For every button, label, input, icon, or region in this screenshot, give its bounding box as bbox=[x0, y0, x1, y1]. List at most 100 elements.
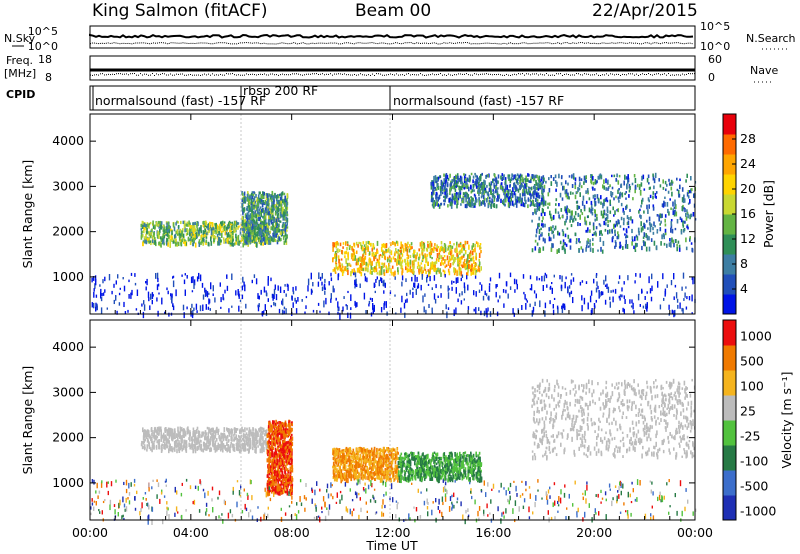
noise-cell bbox=[265, 292, 268, 296]
echo-cell bbox=[477, 189, 480, 193]
echo-cell bbox=[456, 173, 459, 176]
echo-cell bbox=[532, 212, 534, 216]
echo-cell bbox=[480, 195, 483, 199]
nave-point bbox=[632, 73, 633, 75]
echo-cell bbox=[250, 226, 253, 230]
echo-cell bbox=[261, 208, 263, 213]
echo-cell bbox=[458, 243, 460, 248]
nave-point bbox=[646, 74, 647, 76]
echo-cell bbox=[430, 251, 432, 256]
echo-cell bbox=[550, 226, 553, 231]
echo-cell bbox=[224, 434, 226, 439]
echo-cell bbox=[388, 254, 391, 260]
echo-cell bbox=[246, 208, 248, 211]
echo-cell bbox=[242, 192, 244, 196]
echo-cell bbox=[521, 174, 523, 178]
echo-cell bbox=[662, 186, 665, 190]
echo-cell bbox=[549, 213, 552, 219]
noise-cell bbox=[614, 288, 617, 294]
echo-cell bbox=[281, 199, 284, 204]
noise-cell bbox=[473, 308, 475, 312]
freq-unit: [MHz] bbox=[4, 67, 36, 80]
echo-cell bbox=[444, 195, 447, 200]
echo-cell bbox=[443, 189, 445, 192]
nave-point bbox=[658, 73, 659, 75]
echo-cell bbox=[662, 179, 664, 184]
echo-cell bbox=[279, 208, 281, 212]
echo-cell bbox=[242, 433, 245, 439]
echo-cell bbox=[514, 193, 517, 197]
echo-cell bbox=[514, 202, 517, 205]
echo-cell bbox=[380, 247, 383, 252]
noise-cell bbox=[526, 300, 528, 303]
echo-cell bbox=[496, 198, 498, 202]
echo-cell bbox=[456, 270, 458, 276]
echo-cell bbox=[668, 211, 670, 216]
nave-point bbox=[444, 74, 445, 76]
echo-cell bbox=[475, 197, 477, 201]
nave-point bbox=[512, 74, 513, 76]
echo-cell bbox=[519, 193, 521, 196]
echo-cell bbox=[248, 432, 251, 438]
power-colorbar-tick-label: 12 bbox=[740, 231, 756, 246]
echo-cell bbox=[391, 265, 394, 269]
echo-cell bbox=[541, 193, 544, 196]
noise-cell bbox=[374, 290, 376, 294]
echo-cell bbox=[549, 210, 551, 216]
echo-cell bbox=[276, 195, 278, 200]
echo-cell bbox=[264, 240, 266, 245]
echo-cell bbox=[411, 260, 414, 265]
noise-cell bbox=[435, 284, 437, 289]
noise-cell bbox=[272, 293, 274, 301]
echo-cell bbox=[273, 235, 275, 238]
nave-point bbox=[514, 73, 515, 75]
echo-cell bbox=[463, 173, 465, 176]
noise-cell bbox=[619, 297, 621, 301]
echo-cell bbox=[393, 241, 396, 245]
noise-cell bbox=[551, 282, 553, 285]
echo-cell bbox=[207, 441, 210, 445]
echo-cell bbox=[686, 192, 689, 197]
echo-cell bbox=[261, 231, 264, 235]
echo-cell bbox=[592, 194, 595, 199]
echo-cell bbox=[362, 254, 364, 258]
echo-cell bbox=[675, 239, 677, 243]
echo-cell bbox=[527, 198, 530, 202]
echo-cell bbox=[687, 226, 689, 230]
echo-cell bbox=[209, 222, 212, 225]
nave-point bbox=[418, 74, 419, 76]
echo-cell bbox=[461, 247, 463, 252]
echo-cell bbox=[621, 192, 624, 198]
nave-point bbox=[124, 73, 125, 75]
echo-cell bbox=[194, 221, 196, 226]
echo-cell bbox=[479, 175, 481, 179]
echo-cell bbox=[689, 236, 691, 240]
echo-cell bbox=[332, 269, 335, 272]
noise-cell bbox=[319, 310, 321, 313]
echo-cell bbox=[481, 185, 483, 191]
noise-cell bbox=[448, 287, 450, 291]
nave-point bbox=[160, 73, 161, 75]
echo-cell bbox=[367, 247, 369, 252]
echo-cell bbox=[457, 181, 459, 184]
echo-cell bbox=[543, 184, 546, 189]
echo-cell bbox=[260, 231, 262, 236]
echo-cell bbox=[249, 227, 252, 233]
echo-cell bbox=[229, 226, 232, 231]
echo-cell bbox=[189, 238, 191, 242]
echo-cell bbox=[255, 238, 257, 242]
echo-cell bbox=[506, 184, 509, 190]
echo-cell bbox=[284, 228, 287, 232]
noise-cell bbox=[238, 293, 240, 299]
echo-cell bbox=[412, 265, 415, 271]
nave-point bbox=[598, 74, 599, 76]
echo-cell bbox=[548, 227, 550, 232]
echo-cell bbox=[667, 208, 669, 214]
echo-cell bbox=[239, 436, 242, 442]
noise-cell bbox=[193, 279, 196, 286]
echo-cell bbox=[523, 185, 525, 190]
echo-cell bbox=[527, 189, 530, 193]
noise-cell bbox=[152, 294, 154, 297]
echo-cell bbox=[252, 194, 255, 197]
echo-cell bbox=[279, 211, 282, 217]
